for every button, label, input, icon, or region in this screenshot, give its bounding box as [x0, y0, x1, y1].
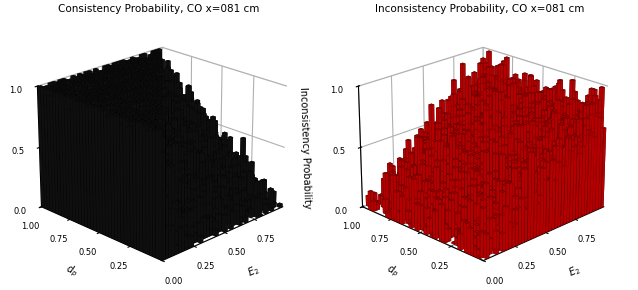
X-axis label: $E_2$: $E_2$	[245, 262, 261, 280]
Y-axis label: $d_p$: $d_p$	[384, 262, 401, 280]
Title: Consistency Probability, CO x=081 cm: Consistency Probability, CO x=081 cm	[58, 4, 259, 14]
Y-axis label: $d_p$: $d_p$	[63, 262, 80, 280]
Title: Inconsistency Probability, CO x=081 cm: Inconsistency Probability, CO x=081 cm	[375, 4, 584, 14]
X-axis label: $E_2$: $E_2$	[566, 262, 582, 280]
